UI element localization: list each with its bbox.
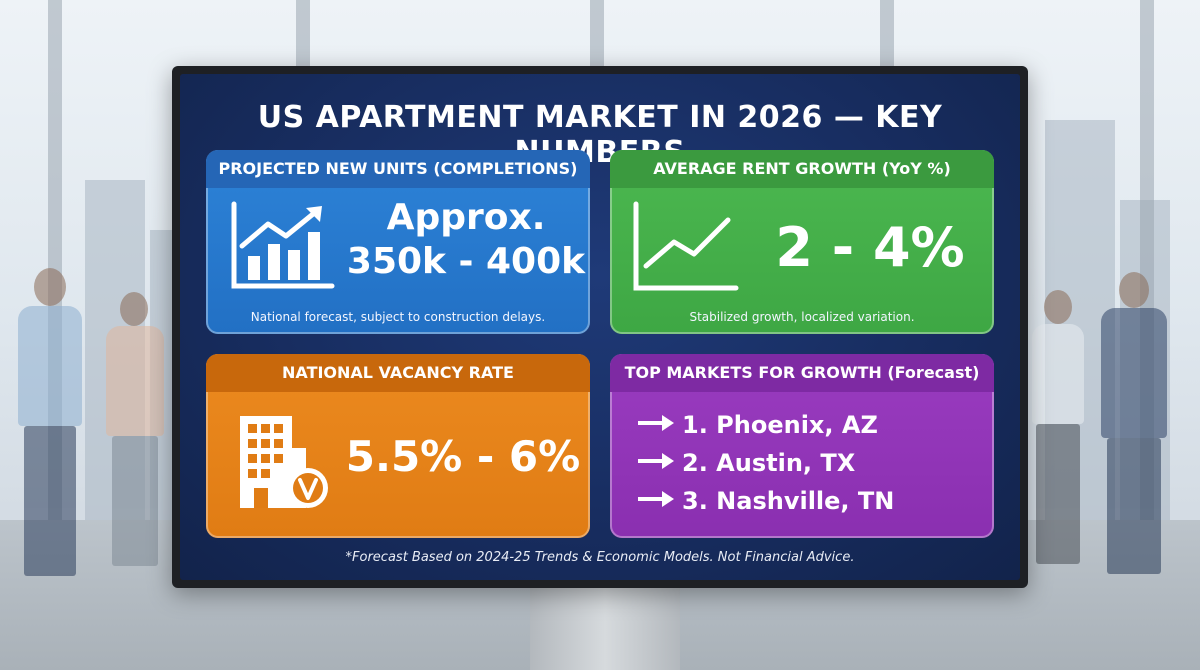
line-chart-icon [633, 201, 739, 291]
background-person [10, 268, 90, 578]
top-markets-card: TOP MARKETS FOR GROWTH (Forecast) 1. Pho… [610, 354, 994, 538]
market-name: 3. Nashville, TN [682, 487, 895, 515]
market-list-item: 3. Nashville, TN [636, 486, 894, 516]
market-list-item: 2. Austin, TX [636, 448, 855, 478]
new-units-card: PROJECTED NEW UNITS (COMPLETIONS) Approx… [206, 150, 590, 334]
right-arrow-icon [636, 448, 682, 478]
card-heading: AVERAGE RENT GROWTH (YoY %) [610, 150, 994, 188]
building-check-icon [240, 416, 328, 508]
card-heading: NATIONAL VACANCY RATE [206, 354, 590, 392]
new-units-value-line2: 350k - 400k [346, 241, 586, 282]
background-person [100, 292, 170, 572]
rent-growth-value: 2 - 4% [775, 216, 965, 279]
vacancy-card: NATIONAL VACANCY RATE 5.5% - 6% [206, 354, 590, 538]
rent-growth-note: Stabilized growth, localized variation. [689, 310, 915, 324]
rent-growth-card: AVERAGE RENT GROWTH (YoY %) 2 - 4% Stabi… [610, 150, 994, 334]
market-name: 1. Phoenix, AZ [682, 411, 878, 439]
infographic-screen: US APARTMENT MARKET IN 2026 — KEY NUMBER… [180, 74, 1020, 580]
background-person [1028, 290, 1088, 570]
card-heading: PROJECTED NEW UNITS (COMPLETIONS) [206, 150, 590, 188]
new-units-note: National forecast, subject to constructi… [250, 310, 546, 324]
vacancy-value: 5.5% - 6% [345, 432, 581, 481]
bar-chart-up-icon [231, 201, 335, 289]
market-list-item: 1. Phoenix, AZ [636, 410, 878, 440]
market-name: 2. Austin, TX [682, 449, 856, 477]
right-arrow-icon [636, 486, 682, 516]
new-units-value-line1: Approx. [386, 197, 546, 238]
monitor-stand [530, 588, 680, 670]
background-person [1095, 272, 1173, 577]
card-heading: TOP MARKETS FOR GROWTH (Forecast) [610, 354, 994, 392]
monitor: US APARTMENT MARKET IN 2026 — KEY NUMBER… [172, 66, 1028, 588]
disclaimer-footer: *Forecast Based on 2024-25 Trends & Econ… [345, 550, 855, 565]
right-arrow-icon [636, 410, 682, 440]
